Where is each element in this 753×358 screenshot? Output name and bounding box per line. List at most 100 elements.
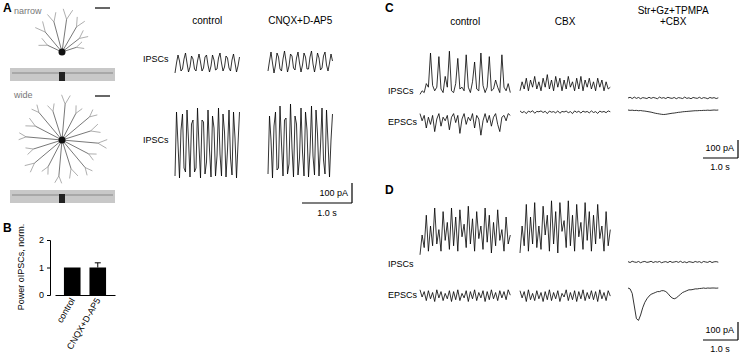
y-tick: 1 [39,263,50,273]
dendrite [62,140,71,169]
dendrite [65,96,70,105]
x-tick: CNQX+D-AP5 [65,296,103,351]
trace [420,290,510,302]
dendrite [43,21,46,32]
trace [520,75,610,91]
trace [628,261,718,262]
dendrite [91,131,101,132]
side-view-soma [59,72,65,81]
scale-bar-y [737,322,738,340]
dendrite [62,95,66,104]
dendrite [42,38,48,45]
x-tick-label: control [55,296,77,324]
y-tick-mark [47,268,50,269]
panel-label: A [3,1,12,15]
dendrite [55,176,59,183]
column-header: control [450,16,480,27]
dendrite [76,17,78,27]
column-header: Str+Gz+TPMPA [638,5,709,16]
trace [175,108,240,178]
dendrite [34,140,62,163]
dendrite [89,153,97,154]
scale-bar-x [703,157,738,158]
neuron-image [10,95,115,203]
scale-bar-x-label: 1.0 s [710,344,730,354]
scale-bar: 100 pA 1.0 s [703,322,738,354]
dendrite [90,110,93,117]
trace [268,104,333,178]
row-label: IPSCs [143,135,169,145]
row-label: IPSCs [143,54,169,64]
dendrite [85,168,87,176]
dendrite [85,168,92,171]
dendrite [79,30,83,38]
panel-label: C [385,1,394,15]
scale-bar-y-label: 100 pA [705,143,734,153]
dendrite [53,103,54,111]
y-tick-mark [47,295,50,296]
y-tick: 2 [39,235,50,245]
scale-bar-x-label: 1.0 s [317,208,337,218]
scale-bar-y [351,183,352,203]
trace [420,51,510,94]
x-axis-line [56,295,116,296]
trace [520,290,610,302]
y-axis-title: Power oIPSCs, norm. [16,224,26,311]
trace [420,206,510,255]
trace [628,110,718,115]
scale-bar-x-label: 1.0 s [710,162,730,172]
row-label: EPSCs [388,117,418,127]
scale-bar: 100 pA1.0 s [302,183,352,218]
dendrite [62,19,67,52]
x-axis: controlCNQX+D-AP5 [55,296,116,352]
scale-bar-y-label: 100 pA [705,325,734,335]
scale-bar: 100 pA 1.0 s [703,140,738,172]
dendrite [47,106,52,112]
dendrite [89,154,94,160]
side-view [10,190,115,203]
error-cap [95,262,101,263]
dendrite [67,10,73,19]
traces [420,201,718,321]
y-axis-line [47,241,51,296]
y-tick-label: 2 [39,235,44,245]
panel-label: B [3,221,12,235]
image-scale [95,95,110,96]
dendrite [71,169,78,176]
dendrite [25,163,35,165]
trace [420,114,510,136]
dendrite [62,117,90,140]
dendrite [28,149,34,154]
y-tick-mark [47,240,50,241]
row-label: IPSCs [388,86,414,96]
trace [175,53,240,73]
dendrite [47,167,48,175]
panel-label: D [385,183,394,197]
traces [420,51,718,135]
dendrite [76,109,82,114]
scale-bar-x [703,339,738,340]
x-tick: control [55,296,77,324]
dendrite [76,42,82,48]
traces [175,51,333,178]
y-tick-label: 1 [39,263,44,273]
dendrite [42,167,48,172]
dendrite [63,9,66,19]
y-axis: 012 [39,235,51,300]
bar [64,268,81,296]
image-scale [95,7,110,8]
dendrite [47,14,54,22]
row-label: EPSCs [388,290,418,300]
dendrite [91,124,98,131]
trace [628,97,718,99]
neuron-image [10,8,115,81]
dendrite [75,105,76,113]
dendrite [35,28,45,33]
figure: AcontrolCNQX+D-AP5IPSCsnarrowIPSCswide10… [0,0,753,358]
column-header: CNQX+D-AP5 [268,15,333,26]
trace [520,201,610,253]
soma [59,49,66,56]
dendrite [62,27,77,52]
dendrite [33,140,62,149]
cell-label: wide [13,90,33,100]
